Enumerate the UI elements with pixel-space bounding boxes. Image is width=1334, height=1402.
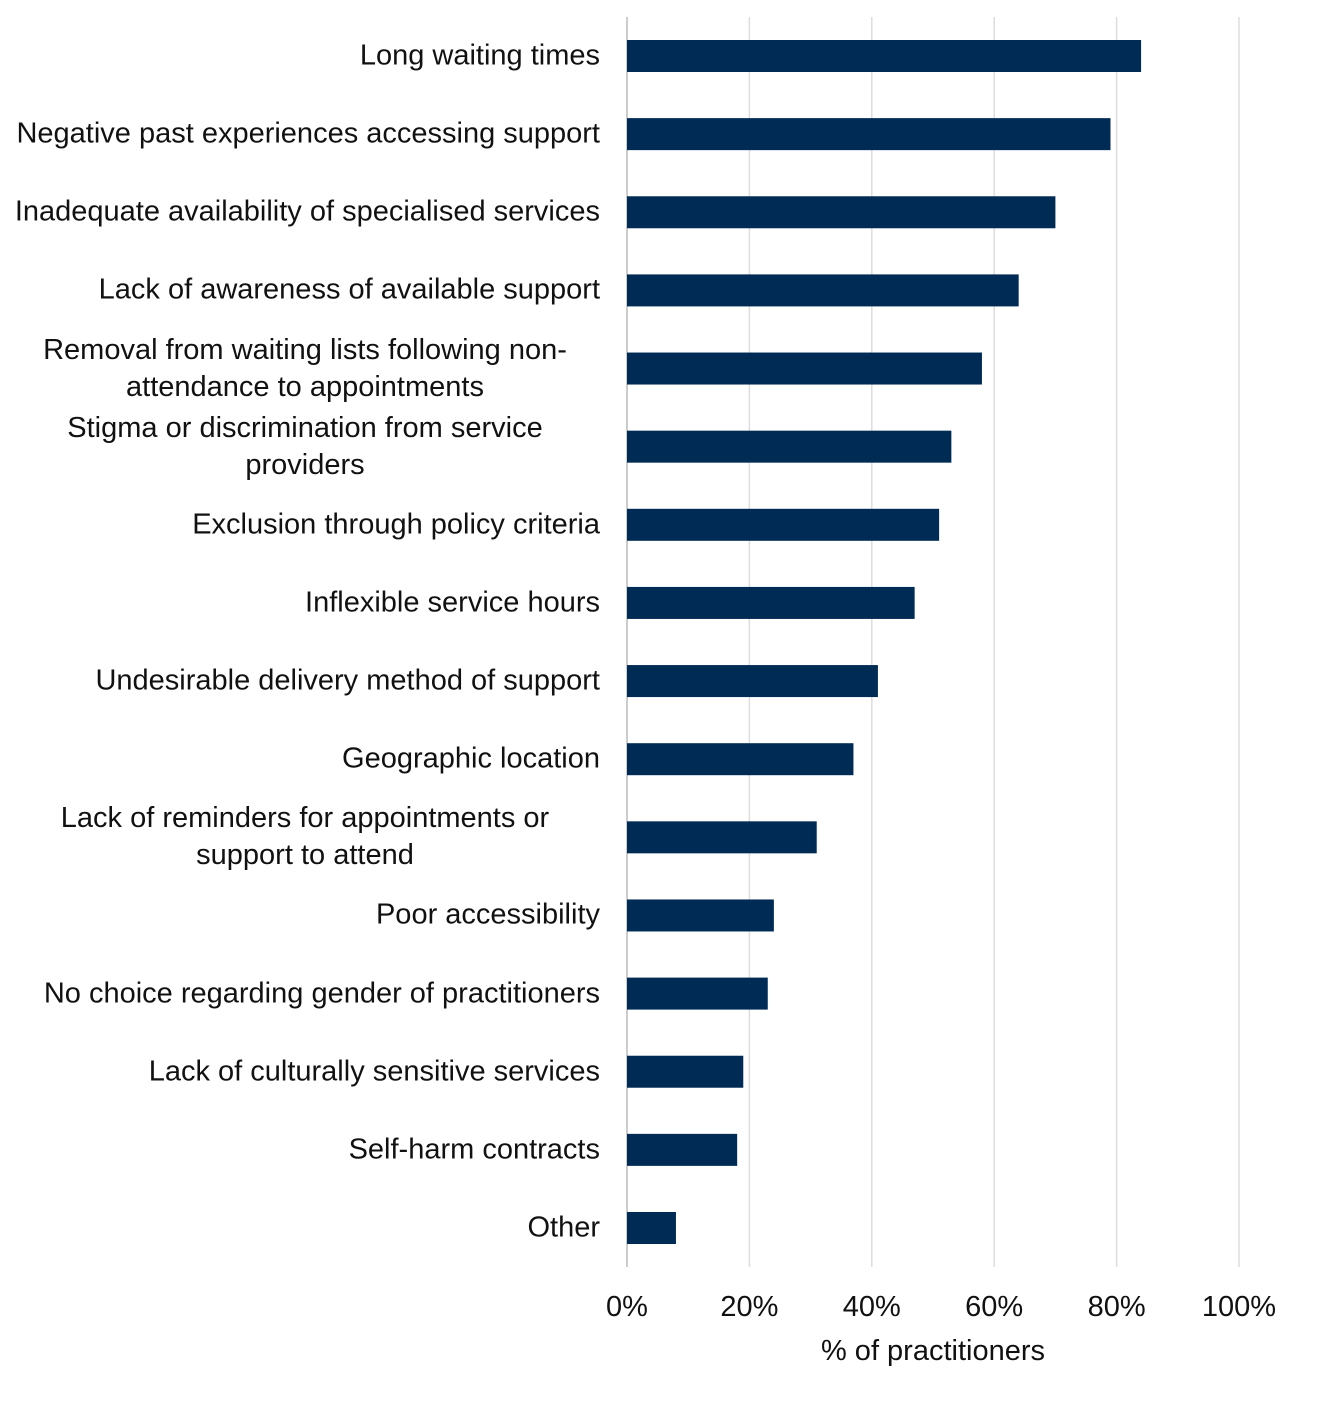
y-tick-label: Lack of culturally sensitive services [148, 1055, 600, 1088]
bar [627, 118, 1111, 151]
y-tick-label: Inflexible service hours [305, 586, 600, 619]
bar [627, 430, 952, 463]
y-tick-label: Inadequate availability of specialised s… [14, 195, 600, 228]
y-tick-label: Self-harm contracts [348, 1133, 600, 1166]
x-tick-label: 40% [843, 1291, 901, 1323]
bar [627, 1055, 744, 1088]
y-tick-label: Other [527, 1211, 600, 1244]
y-tick-label: Lack of awareness of available support [98, 273, 600, 306]
y-tick-label: Removal from waiting lists following non… [43, 333, 567, 403]
bar [627, 1212, 676, 1244]
bar [627, 508, 940, 541]
bar [627, 899, 774, 932]
x-tick-label: 80% [1088, 1291, 1146, 1323]
bar [627, 743, 854, 776]
bar [627, 352, 982, 385]
bar [627, 586, 915, 619]
x-axis-label: % of practitioners [821, 1335, 1045, 1367]
y-tick-label: Undesirable delivery method of support [95, 664, 600, 697]
y-tick-label: Exclusion through policy criteria [192, 508, 600, 541]
x-tick-label: 100% [1202, 1291, 1276, 1323]
bar [627, 977, 768, 1010]
y-tick-label: Long waiting times [359, 39, 600, 72]
bar [627, 274, 1019, 307]
x-tick-label: 60% [965, 1291, 1023, 1323]
y-tick-label: Stigma or discrimination from service pr… [67, 411, 543, 481]
y-tick-label: Geographic location [342, 742, 600, 775]
y-tick-label: Poor accessibility [375, 898, 600, 931]
bar [627, 196, 1056, 229]
bar [627, 665, 878, 698]
bar [627, 40, 1142, 72]
bar [627, 1133, 738, 1166]
x-tick-label: 0% [606, 1291, 648, 1323]
y-tick-label: Negative past experiences accessing supp… [16, 117, 600, 150]
y-tick-label: No choice regarding gender of practition… [43, 977, 600, 1010]
bar [627, 821, 817, 854]
y-tick-label: Lack of reminders for appointments or su… [60, 802, 550, 872]
x-tick-label: 20% [720, 1291, 778, 1323]
